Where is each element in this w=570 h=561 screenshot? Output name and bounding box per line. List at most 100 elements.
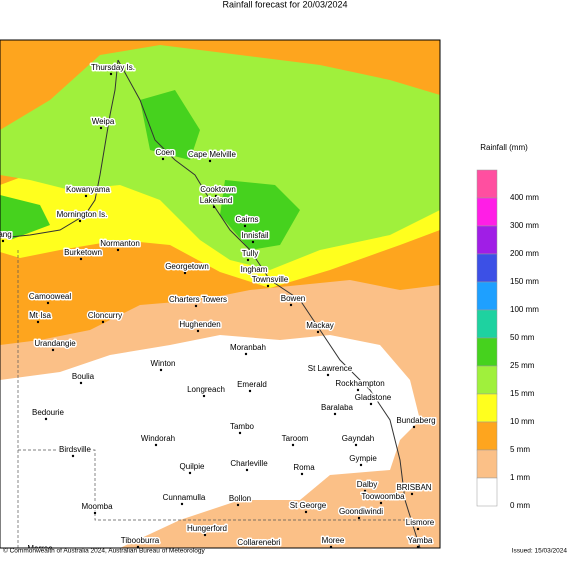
- place-dot: [154, 443, 158, 447]
- place-label: Dalby: [357, 480, 377, 489]
- legend-label: 400 mm: [510, 193, 539, 202]
- place-dot: [329, 545, 333, 548]
- place-dot: [51, 348, 55, 352]
- legend-swatch: [476, 309, 498, 339]
- place-dot: [99, 126, 103, 130]
- place-label: Charleville: [230, 459, 268, 468]
- legend-label: 100 mm: [510, 305, 539, 314]
- place-label: St George: [290, 501, 327, 510]
- place-dot: [248, 389, 252, 393]
- place-dot: [316, 330, 320, 334]
- legend-title: Rainfall (mm): [480, 143, 528, 152]
- place-dot: [300, 472, 304, 476]
- place-label: Moree: [322, 536, 345, 545]
- place-dot: [363, 489, 367, 493]
- place-label: Townsville: [252, 275, 289, 284]
- place-label: Urandangie: [34, 339, 76, 348]
- place-dot: [188, 471, 192, 475]
- place-label: St Lawrence: [308, 364, 353, 373]
- legend-swatch: [476, 253, 498, 283]
- place-dot: [359, 463, 363, 467]
- place-label: Bundaberg: [396, 416, 435, 425]
- legend-label: 150 mm: [510, 277, 539, 286]
- place-label: BRISBAN: [396, 483, 431, 492]
- place-label: ang: [0, 230, 12, 239]
- legend-label: 15 mm: [510, 389, 535, 398]
- coastline: [0, 59, 421, 548]
- border: [17, 250, 420, 548]
- place-label: Bedourie: [32, 408, 65, 417]
- legend-label: 0 mm: [510, 501, 530, 510]
- place-dot: [416, 545, 420, 548]
- legend-label: 50 mm: [510, 333, 535, 342]
- place-label: Taroom: [282, 434, 309, 443]
- place-label: Toowoomba: [361, 492, 405, 501]
- place-dot: [246, 258, 250, 262]
- place-label: Birdsville: [59, 445, 92, 454]
- place-dot: [36, 320, 40, 324]
- place-dot: [136, 545, 140, 548]
- region: [0, 45, 440, 270]
- place-dot: [238, 431, 242, 435]
- place-label: Bowen: [281, 294, 305, 303]
- place-dot: [236, 503, 240, 507]
- place-dot: [356, 388, 360, 392]
- place-dot: [412, 425, 416, 429]
- place-dot: [244, 352, 248, 356]
- place-label: Cairns: [235, 215, 258, 224]
- legend-swatch: [476, 169, 498, 199]
- place-label: Quilpie: [180, 462, 205, 471]
- place-dot: [84, 194, 88, 198]
- place-dot: [79, 381, 83, 385]
- legend-label: 10 mm: [510, 417, 535, 426]
- place-label: Moranbah: [230, 343, 266, 352]
- legend-swatch: [476, 337, 498, 367]
- place-dot: [250, 274, 254, 278]
- place-label: Tambo: [230, 422, 255, 431]
- place-label: Roma: [293, 463, 315, 472]
- place-dot: [354, 443, 358, 447]
- place-dot: [180, 502, 184, 506]
- region: [0, 90, 300, 250]
- place-label: Baralaba: [321, 403, 354, 412]
- place-dot: [196, 329, 200, 333]
- place-dot: [1, 239, 5, 243]
- copyright: © Commonwealth of Australia 2024, Austra…: [3, 547, 205, 555]
- place-dot: [245, 468, 249, 472]
- issued: Issued: 15/03/2024: [512, 548, 568, 555]
- place-dot: [79, 257, 83, 261]
- place-dot: [71, 454, 75, 458]
- place-label: Boulia: [72, 372, 95, 381]
- place-label: Charters Towers: [169, 295, 227, 304]
- place-label: Cooktown: [200, 185, 236, 194]
- place-label: Burketown: [64, 248, 102, 257]
- legend-swatch: [476, 197, 498, 227]
- place-dot: [93, 511, 97, 515]
- place-label: Yamba: [408, 536, 433, 545]
- place-label: Gladstone: [355, 393, 392, 402]
- place-label: Camooweal: [29, 292, 71, 301]
- place-label: Normanton: [100, 239, 140, 248]
- legend-swatch: [476, 281, 498, 311]
- legend-swatch: [476, 449, 498, 479]
- place-label: Cape Melville: [188, 150, 237, 159]
- place-label: Emerald: [237, 380, 267, 389]
- place-label: Innisfail: [241, 231, 268, 240]
- place-label: Gympie: [349, 454, 377, 463]
- legend: 400 mm 300 mm 200 mm 150 mm 100 mm 50 mm 25 mm…: [476, 169, 539, 510]
- place-dot: [161, 157, 165, 161]
- place-label: Coen: [155, 148, 174, 157]
- place-dot: [369, 402, 373, 406]
- place-dot: [357, 516, 361, 520]
- title: Rainfall forecast for 20/03/2024: [222, 0, 347, 9]
- place-dot: [203, 533, 207, 537]
- place-label: Thursday Is.: [91, 63, 135, 72]
- place-label: Hungerford: [187, 524, 227, 533]
- legend-swatch: [476, 225, 498, 255]
- place-label: Longreach: [187, 385, 225, 394]
- place-dot: [202, 394, 206, 398]
- place-dot: [266, 284, 270, 288]
- place-dot: [304, 510, 308, 514]
- place-label: Weipa: [92, 117, 115, 126]
